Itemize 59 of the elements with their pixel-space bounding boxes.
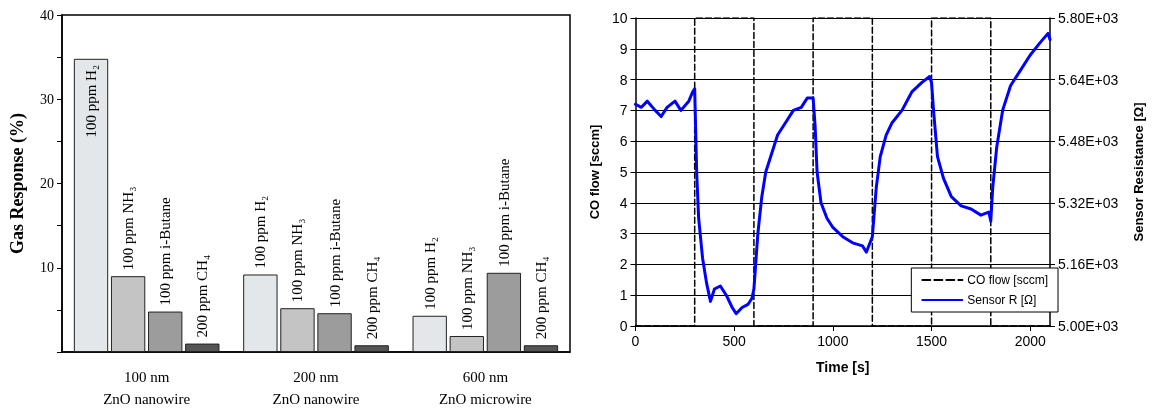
bar: [185, 343, 220, 352]
x-tick-label: 1000: [817, 333, 849, 349]
bar: [486, 272, 522, 352]
bar: [280, 308, 315, 352]
x-tick-label: 0: [631, 333, 640, 349]
y2-tick-label: 5.16E+03: [1058, 256, 1119, 273]
y-axis-title: Gas Response (%): [7, 112, 28, 255]
x-tick-label: 100 nm ZnO nanowire: [103, 369, 191, 407]
bar: [354, 345, 389, 352]
text: 200 ppm CH₄: [363, 256, 380, 340]
x-tick-label: 1500: [915, 333, 948, 349]
text: 100 ppm i-Butane: [495, 158, 512, 267]
bar: [110, 276, 146, 352]
y2-tick-label: 5.64E+03: [1058, 71, 1119, 88]
y-tick-label: 1: [619, 287, 628, 304]
x-axis-title: Time [s]: [816, 359, 870, 375]
y-tick-label: 0: [619, 318, 628, 334]
legend-label: Sensor R [Ω]: [967, 293, 1037, 307]
y2-tick-label: 5.80E+03: [1058, 10, 1119, 26]
y-tick-label: 6: [619, 133, 628, 150]
y-axis-title: CO flow [sccm]: [587, 124, 602, 220]
x-tick-label: 500: [722, 333, 747, 349]
text: 100 ppm NH₃: [289, 218, 306, 303]
y-tick-label: 4: [619, 194, 628, 211]
y-tick-label: 2: [619, 256, 628, 273]
x-tick-label: 600 nm ZnO microwire: [438, 369, 533, 407]
bar: [148, 311, 183, 352]
y-tick-label: 9: [619, 40, 628, 57]
series-label: 100 ppm H₂: [83, 64, 100, 138]
text: 100 ppm H₂: [252, 195, 269, 269]
y-tick-label: 40: [40, 7, 54, 23]
y2-tick-label: 5.32E+03: [1058, 194, 1119, 211]
y-tick-label: 30: [40, 91, 54, 107]
y-tick-label: 5: [619, 164, 628, 180]
bar: [73, 58, 109, 352]
x-tick-label: 200 nm ZnO nanowire: [272, 369, 360, 407]
bar: [523, 345, 559, 352]
text: 200 ppm CH₄: [532, 256, 549, 340]
text: 100 ppm NH₃: [120, 186, 137, 271]
text: 200 ppm CH₄: [194, 254, 211, 338]
y-tick-label: 10: [611, 10, 628, 26]
y2-tick-label: 5.00E+03: [1058, 318, 1119, 334]
y-tick-label: 7: [619, 102, 628, 119]
y-tick-label: 8: [619, 71, 628, 88]
text: 100 ppm H₂: [421, 237, 438, 310]
text: 100 ppm i-Butane: [157, 196, 174, 306]
y-tick-label: 10: [40, 260, 54, 276]
bar: [412, 315, 447, 352]
y2-axis-title: Sensor Resistance [Ω]: [1131, 102, 1146, 242]
text: 100 ppm i-Butane: [326, 198, 343, 308]
bar: [449, 335, 484, 352]
y-tick-label: 20: [40, 176, 54, 191]
text: 100 ppm NH₃: [458, 246, 475, 330]
bar: [317, 313, 352, 352]
y2-tick-label: 5.48E+03: [1058, 133, 1119, 150]
y-tick-label: 3: [619, 225, 628, 242]
legend-label: CO flow [sccm]: [967, 273, 1048, 287]
x-tick-label: 2000: [1014, 333, 1047, 349]
bar: [243, 274, 278, 352]
